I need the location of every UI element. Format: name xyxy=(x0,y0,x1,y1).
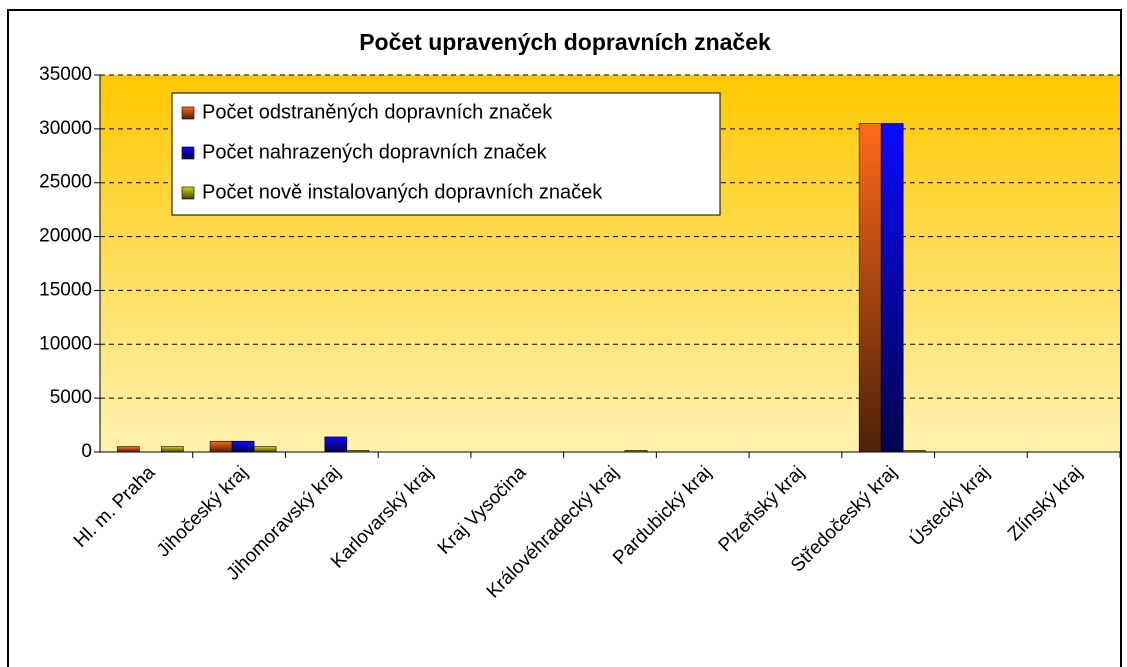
bar xyxy=(858,123,882,453)
y-tick-label: 35000 xyxy=(39,64,92,85)
y-tick-label: 0 xyxy=(81,441,92,462)
legend-label: Počet nově instalovaných dopravních znač… xyxy=(202,181,603,203)
bar xyxy=(902,450,926,453)
legend-box xyxy=(171,92,721,216)
legend: Počet odstraněných dopravních značek Poče… xyxy=(171,92,721,216)
bar xyxy=(117,446,140,453)
legend-swatch xyxy=(181,106,195,120)
chart-title: Počet upravených dopravních značek xyxy=(359,29,771,55)
bar xyxy=(209,440,233,453)
y-tick-label: 25000 xyxy=(39,172,92,193)
bar xyxy=(880,123,904,453)
y-tick-label: 30000 xyxy=(39,118,92,139)
bar xyxy=(346,450,370,453)
bar xyxy=(324,436,348,453)
bar xyxy=(161,446,184,453)
legend-label: Počet nahrazených dopravních značek xyxy=(202,141,548,163)
bar xyxy=(624,450,648,453)
bar xyxy=(253,446,277,453)
legend-swatch xyxy=(181,146,195,160)
y-tick-label: 20000 xyxy=(39,226,92,247)
y-tick-label: 10000 xyxy=(39,333,92,354)
y-tick-label: 5000 xyxy=(50,387,92,408)
legend-swatch xyxy=(181,186,195,200)
y-tick-label: 15000 xyxy=(39,279,92,300)
bar xyxy=(231,440,255,453)
legend-label: Počet odstraněných dopravních značek xyxy=(202,101,553,123)
